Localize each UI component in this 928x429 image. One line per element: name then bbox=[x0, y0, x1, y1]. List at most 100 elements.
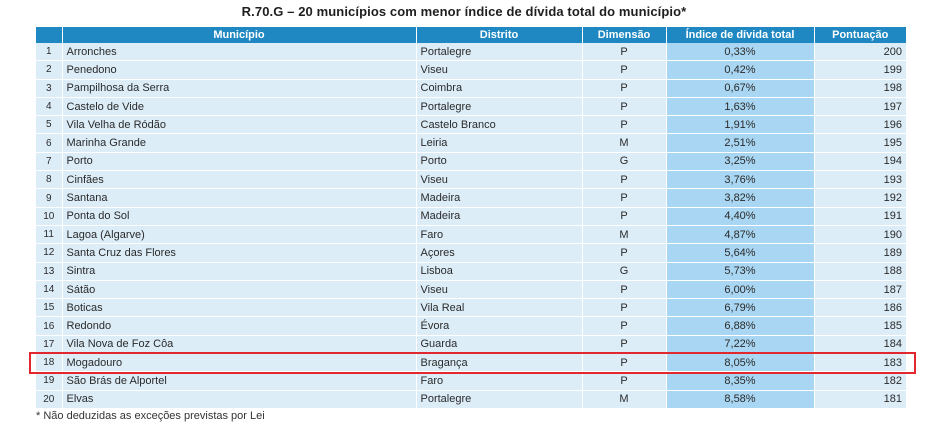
cell-rank: 8 bbox=[36, 170, 63, 190]
cell-rank: 2 bbox=[36, 60, 63, 80]
cell-distrito: Madeira bbox=[416, 188, 583, 208]
cell-indice: 4,40% bbox=[666, 207, 815, 226]
cell-municipio: Mogadouro bbox=[62, 353, 417, 373]
cell-rank: 20 bbox=[36, 390, 63, 409]
table-row: 4 Castelo de Vide Portalegre P 1,63% 197 bbox=[36, 97, 906, 117]
cell-distrito: Faro bbox=[416, 371, 583, 391]
cell-dimensao: P bbox=[582, 353, 667, 373]
cell-pontuacao: 187 bbox=[814, 280, 906, 300]
table-row: 20 Elvas Portalegre M 8,58% 181 bbox=[36, 390, 906, 409]
cell-rank: 11 bbox=[36, 225, 63, 245]
cell-municipio: Pampilhosa da Serra bbox=[62, 79, 417, 98]
table-row: 17 Vila Nova de Foz Côa Guarda P 7,22% 184 bbox=[36, 335, 906, 355]
cell-pontuacao: 193 bbox=[814, 170, 906, 190]
cell-indice: 4,87% bbox=[666, 225, 815, 245]
cell-distrito: Viseu bbox=[416, 170, 583, 190]
cell-dimensao: P bbox=[582, 188, 667, 208]
cell-dimensao: M bbox=[582, 133, 667, 153]
cell-indice: 6,00% bbox=[666, 280, 815, 300]
cell-indice: 0,42% bbox=[666, 60, 815, 80]
cell-distrito: Coimbra bbox=[416, 79, 583, 98]
cell-indice: 3,76% bbox=[666, 170, 815, 190]
cell-municipio: São Brás de Alportel bbox=[62, 371, 417, 391]
cell-distrito: Bragança bbox=[416, 353, 583, 373]
cell-dimensao: P bbox=[582, 335, 667, 355]
cell-pontuacao: 183 bbox=[814, 353, 906, 373]
cell-rank: 3 bbox=[36, 79, 63, 98]
cell-pontuacao: 191 bbox=[814, 207, 906, 226]
cell-indice: 6,88% bbox=[666, 316, 815, 336]
cell-dimensao: P bbox=[582, 170, 667, 190]
cell-distrito: Lisboa bbox=[416, 262, 583, 281]
header-indice: Índice de dívida total bbox=[666, 27, 815, 43]
cell-municipio: Marinha Grande bbox=[62, 133, 417, 153]
cell-rank: 9 bbox=[36, 188, 63, 208]
table-row: 8 Cinfães Viseu P 3,76% 193 bbox=[36, 170, 906, 190]
cell-rank: 18 bbox=[36, 353, 63, 373]
cell-dimensao: P bbox=[582, 60, 667, 80]
cell-municipio: Ponta do Sol bbox=[62, 207, 417, 226]
cell-dimensao: M bbox=[582, 225, 667, 245]
table-row: 13 Sintra Lisboa G 5,73% 188 bbox=[36, 262, 906, 281]
cell-municipio: Cinfães bbox=[62, 170, 417, 190]
cell-distrito: Açores bbox=[416, 243, 583, 263]
cell-rank: 4 bbox=[36, 97, 63, 117]
cell-municipio: Vila Nova de Foz Côa bbox=[62, 335, 417, 355]
cell-indice: 8,05% bbox=[666, 353, 815, 373]
cell-rank: 1 bbox=[36, 43, 63, 62]
cell-municipio: Boticas bbox=[62, 298, 417, 318]
cell-distrito: Portalegre bbox=[416, 43, 583, 62]
cell-pontuacao: 198 bbox=[814, 79, 906, 98]
cell-municipio: Elvas bbox=[62, 390, 417, 409]
cell-municipio: Santana bbox=[62, 188, 417, 208]
cell-municipio: Sintra bbox=[62, 262, 417, 281]
cell-municipio: Porto bbox=[62, 152, 417, 172]
cell-rank: 15 bbox=[36, 298, 63, 318]
cell-dimensao: G bbox=[582, 152, 667, 172]
cell-pontuacao: 188 bbox=[814, 262, 906, 281]
cell-rank: 10 bbox=[36, 207, 63, 226]
cell-rank: 6 bbox=[36, 133, 63, 153]
table-title: R.70.G – 20 municípios com menor índice … bbox=[241, 4, 687, 19]
cell-dimensao: P bbox=[582, 115, 667, 135]
table-row: 10 Ponta do Sol Madeira P 4,40% 191 bbox=[36, 207, 906, 226]
cell-dimensao: P bbox=[582, 79, 667, 98]
cell-pontuacao: 192 bbox=[814, 188, 906, 208]
cell-municipio: Redondo bbox=[62, 316, 417, 336]
cell-dimensao: P bbox=[582, 316, 667, 336]
cell-distrito: Guarda bbox=[416, 335, 583, 355]
table-row: 16 Redondo Évora P 6,88% 185 bbox=[36, 316, 906, 336]
cell-pontuacao: 189 bbox=[814, 243, 906, 263]
cell-dimensao: P bbox=[582, 43, 667, 62]
cell-pontuacao: 196 bbox=[814, 115, 906, 135]
table-row: 14 Sátão Viseu P 6,00% 187 bbox=[36, 280, 906, 300]
cell-indice: 8,35% bbox=[666, 371, 815, 391]
table-row: 11 Lagoa (Algarve) Faro M 4,87% 190 bbox=[36, 225, 906, 245]
cell-distrito: Évora bbox=[416, 316, 583, 336]
cell-rank: 17 bbox=[36, 335, 63, 355]
cell-pontuacao: 200 bbox=[814, 43, 906, 62]
cell-dimensao: P bbox=[582, 97, 667, 117]
cell-indice: 6,79% bbox=[666, 298, 815, 318]
cell-distrito: Leiria bbox=[416, 133, 583, 153]
cell-pontuacao: 195 bbox=[814, 133, 906, 153]
header-dimensao: Dimensão bbox=[582, 27, 667, 43]
cell-distrito: Castelo Branco bbox=[416, 115, 583, 135]
cell-indice: 5,64% bbox=[666, 243, 815, 263]
cell-indice: 0,67% bbox=[666, 79, 815, 98]
cell-indice: 5,73% bbox=[666, 262, 815, 281]
cell-indice: 1,91% bbox=[666, 115, 815, 135]
table-row: 2 Penedono Viseu P 0,42% 199 bbox=[36, 60, 906, 80]
table-row: 12 Santa Cruz das Flores Açores P 5,64% 189 bbox=[36, 243, 906, 263]
cell-dimensao: P bbox=[582, 371, 667, 391]
header-municipio: Município bbox=[62, 27, 417, 43]
cell-municipio: Penedono bbox=[62, 60, 417, 80]
cell-distrito: Vila Real bbox=[416, 298, 583, 318]
cell-pontuacao: 194 bbox=[814, 152, 906, 172]
table-row: 6 Marinha Grande Leiria M 2,51% 195 bbox=[36, 133, 906, 153]
cell-municipio: Santa Cruz das Flores bbox=[62, 243, 417, 263]
cell-rank: 13 bbox=[36, 262, 63, 281]
cell-distrito: Porto bbox=[416, 152, 583, 172]
cell-indice: 1,63% bbox=[666, 97, 815, 117]
table-row: 15 Boticas Vila Real P 6,79% 186 bbox=[36, 298, 906, 318]
